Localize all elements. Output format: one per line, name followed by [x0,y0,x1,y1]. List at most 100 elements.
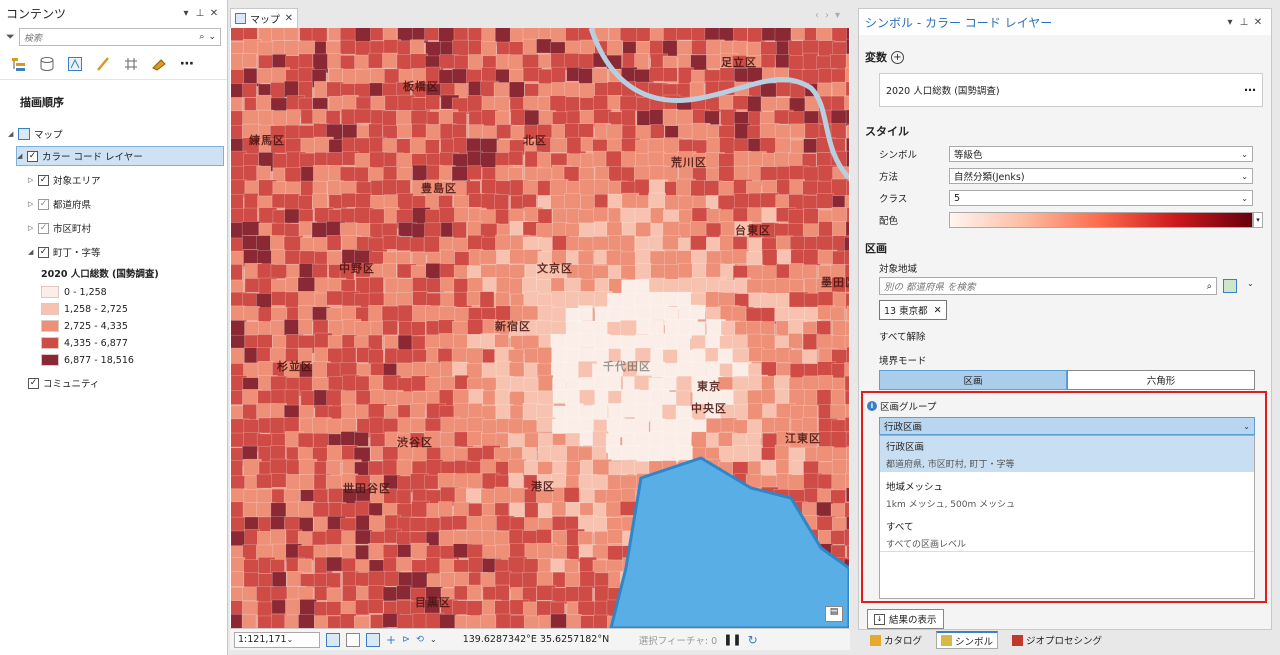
more-options-icon[interactable]: ⋯ [1244,83,1256,97]
mode-hexagon-button[interactable]: 六角形 [1067,370,1255,390]
map-polygon [297,347,313,363]
dropdown-option[interactable]: 行政区画 都道府県, 市区町村, 町丁・字等 [880,436,1254,472]
dropdown-icon[interactable]: ▾ [1227,16,1233,28]
tab-catalog[interactable]: カタログ [866,631,926,649]
show-results-button[interactable]: ↓ 結果の表示 [867,609,944,629]
map-polygon [621,109,636,127]
map-polygon [564,586,580,602]
map-polygon [521,193,537,209]
info-icon[interactable]: i [867,401,877,411]
close-icon[interactable]: ✕ [284,13,293,24]
map-polygon [425,95,441,110]
tree-item-map[interactable]: ◢ マップ [8,124,63,144]
rotate-icon[interactable]: ⟲ [416,634,424,645]
pin-icon[interactable]: ⊥ [195,7,205,19]
expand-arrow-icon[interactable]: ◢ [28,248,34,256]
classes-select[interactable]: 5 ⌄ [949,190,1253,206]
tree-item-sublayer[interactable]: ▷ ✓ 市区町村 [28,218,91,238]
map-polygon [286,109,301,127]
chevron-down-icon[interactable]: ⌄ [430,635,437,644]
map-polygon [706,54,721,70]
labeling-icon[interactable] [150,55,168,73]
expand-arrow-icon[interactable]: ▷ [28,224,34,232]
tab-geoprocessing[interactable]: ジオプロセシング [1008,631,1106,649]
dropdown-option[interactable]: すべて すべての区画レベル [880,516,1254,552]
map-polygon [341,403,356,421]
chevron-down-icon: ⌄ [1241,193,1248,203]
clear-all-link[interactable]: すべて解除 [879,332,926,343]
pin-icon[interactable]: ⊥ [1239,16,1249,28]
remove-tag-icon[interactable]: ✕ [933,304,942,316]
expand-arrow-icon[interactable]: ▷ [28,176,34,184]
drawing-order-icon[interactable] [10,55,28,73]
filter-icon[interactable]: ⏷ [6,30,15,43]
grid-icon[interactable] [346,632,360,647]
sublayer-checkbox[interactable]: ✓ [38,198,49,210]
method-select[interactable]: 自然分類(Jenks) ⌄ [949,168,1253,184]
legend-swatch [41,354,59,366]
map-polygon [354,431,369,447]
tree-item-sublayer[interactable]: ▷ ✓ 都道府県 [28,194,91,214]
tree-item-sublayer[interactable]: ◢ ✓ 町丁・字等 [28,242,101,262]
editing-icon[interactable] [94,55,112,73]
tab-symbology[interactable]: シンボル [936,631,999,649]
crosshair-icon[interactable]: + [386,632,397,647]
map-polygon [607,529,623,544]
map-notes-icon[interactable]: ▤ [825,606,843,622]
map-polygon [297,558,313,574]
pause-icon[interactable]: ❚❚ [723,633,742,646]
tree-item-sublayer[interactable]: ▷ ✓ 対象エリア [28,170,101,190]
dropdown-icon[interactable]: ▾ [183,7,189,19]
map-polygon [563,487,580,503]
more-options-icon[interactable]: ⋯ [180,55,194,72]
sublayer-checkbox[interactable]: ✓ [38,174,49,186]
boundary-group-select[interactable]: 行政区画 ⌄ [879,417,1255,435]
community-checkbox[interactable]: ✓ [28,377,39,389]
symbol-type-select[interactable]: 等級色 ⌄ [949,146,1253,162]
map-polygon [804,123,822,139]
expand-arrow-icon[interactable]: ▷ [28,200,34,208]
coordinate-readout: 139.6287342°E 35.6257182°N [462,634,610,645]
map-polygon [326,587,343,604]
snapping-toggle-icon[interactable] [366,632,380,647]
tab-scroll-arrows[interactable]: ‹›▾ [814,10,846,21]
map-polygon [272,54,287,69]
map-polygon [339,613,357,628]
tree-item-layer-selected[interactable]: ◢ ✓ カラー コード レイヤー [16,146,224,166]
scale-select[interactable]: 1:121,171 ⌄ [234,631,320,648]
legend-item: 1,258 - 2,725 [41,302,128,316]
contents-search-input[interactable]: 検索 ⌕ ⌄ [18,28,221,46]
expand-arrow-icon[interactable]: ◢ [17,152,23,160]
map-canvas[interactable]: 足立区 板橋区 練馬区 北区 荒川区 豊島区 台東区 文京区 中野区 新宿区 千… [231,28,849,628]
color-ramp-select[interactable] [949,212,1253,228]
refresh-icon[interactable]: ↻ [747,632,758,647]
tree-item-community[interactable]: ✓ コミュニティ [28,373,99,393]
map-polygon [689,81,705,98]
drawing-order-heading: 描画順序 [20,96,64,109]
expand-arrow-icon[interactable]: ◢ [8,130,14,138]
close-icon[interactable]: ✕ [1253,16,1263,28]
mode-boundaries-button[interactable]: 区画 [879,370,1067,390]
sublayer-checkbox[interactable]: ✓ [38,222,49,234]
layer-checkbox[interactable]: ✓ [27,150,38,162]
map-polygon [846,446,849,467]
dropdown-option[interactable]: 地域メッシュ 1km メッシュ, 500m メッシュ [880,476,1254,512]
tab-map[interactable]: マップ ✕ [230,8,298,28]
sublayer-checkbox[interactable]: ✓ [38,246,49,258]
snapping-icon[interactable] [122,55,140,73]
map-select-icon[interactable] [1223,279,1237,293]
data-source-icon[interactable] [38,55,56,73]
add-variable-icon[interactable]: + [891,50,904,64]
chevron-down-icon[interactable]: ⌄ [208,32,216,42]
fixed-zoom-icon[interactable] [326,632,340,647]
constraint-icon[interactable]: ⊳ [402,634,411,645]
selection-icon[interactable] [66,55,84,73]
map-label: 東京 [697,380,721,393]
map-polygon [241,221,261,236]
variable-field[interactable]: 2020 人口総数 (国勢調査) ⋯ [879,73,1263,107]
close-icon[interactable]: ✕ [209,7,219,19]
chevron-down-icon[interactable]: ▾ [1253,212,1263,228]
chevron-down-icon[interactable]: ⌄ [1247,279,1254,288]
target-area-search-input[interactable]: 別の 都道府県 を検索 ⌕ [879,277,1217,295]
tree-label: コミュニティ [43,379,100,390]
